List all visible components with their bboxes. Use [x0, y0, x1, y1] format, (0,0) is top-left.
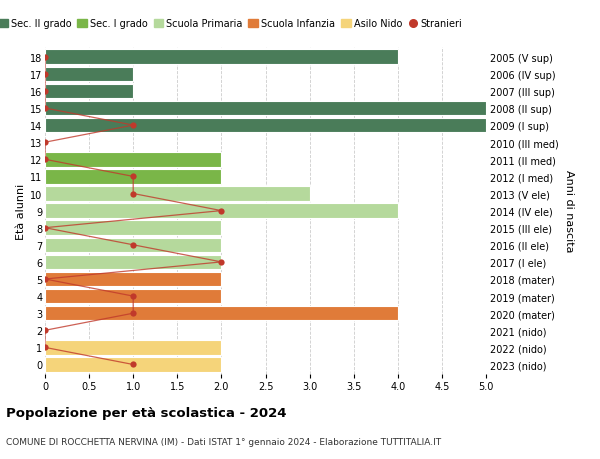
- Bar: [45, 84, 133, 99]
- Bar: [45, 358, 221, 372]
- Legend: Sec. II grado, Sec. I grado, Scuola Primaria, Scuola Infanzia, Asilo Nido, Stran: Sec. II grado, Sec. I grado, Scuola Prim…: [0, 16, 466, 34]
- Text: Popolazione per età scolastica - 2024: Popolazione per età scolastica - 2024: [6, 406, 287, 419]
- Text: COMUNE DI ROCCHETTA NERVINA (IM) - Dati ISTAT 1° gennaio 2024 - Elaborazione TUT: COMUNE DI ROCCHETTA NERVINA (IM) - Dati …: [6, 437, 441, 446]
- Bar: [45, 170, 221, 184]
- Bar: [45, 341, 221, 355]
- Bar: [45, 221, 221, 235]
- Bar: [45, 67, 133, 82]
- Bar: [45, 306, 398, 321]
- Bar: [45, 50, 398, 65]
- Bar: [45, 272, 221, 286]
- Bar: [45, 153, 221, 167]
- Bar: [45, 289, 221, 304]
- Bar: [45, 101, 486, 116]
- Bar: [45, 255, 221, 269]
- Y-axis label: Età alunni: Età alunni: [16, 183, 26, 239]
- Y-axis label: Anni di nascita: Anni di nascita: [565, 170, 574, 252]
- Bar: [45, 204, 398, 218]
- Bar: [45, 238, 221, 252]
- Bar: [45, 118, 486, 133]
- Bar: [45, 187, 310, 202]
